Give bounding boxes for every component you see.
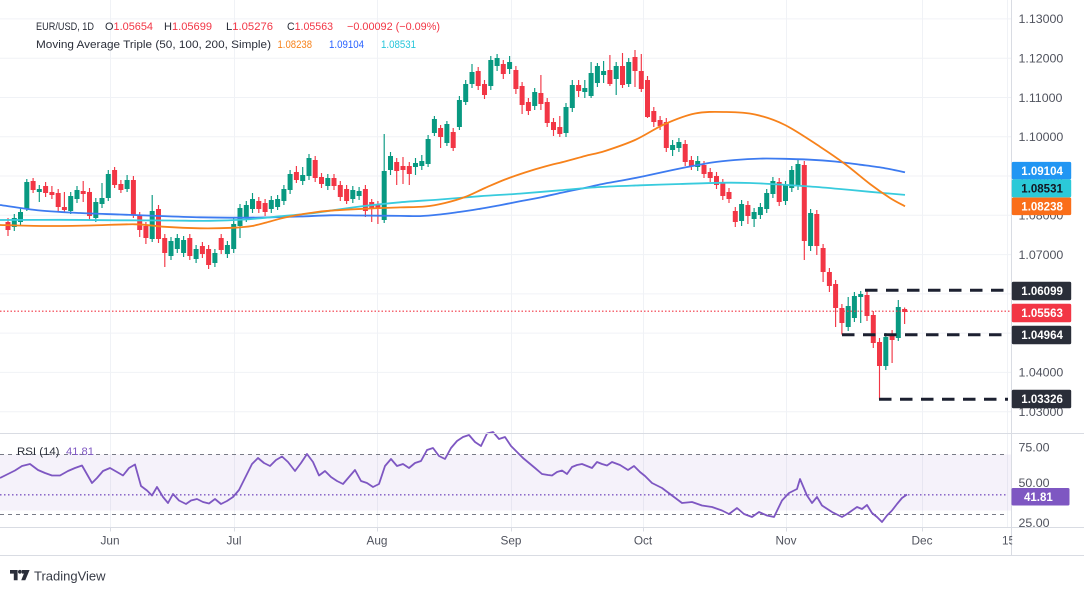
svg-text:75.00: 75.00: [1019, 440, 1050, 454]
svg-text:1.08531: 1.08531: [1021, 184, 1063, 196]
svg-text:1.10000: 1.10000: [1019, 130, 1064, 144]
svg-text:O1.05654: O1.05654: [105, 21, 153, 33]
svg-text:25.00: 25.00: [1019, 516, 1050, 530]
svg-text:EUR/USD, 1D: EUR/USD, 1D: [36, 21, 94, 33]
svg-text:1.04000: 1.04000: [1019, 366, 1064, 380]
svg-text:Sep: Sep: [501, 534, 522, 548]
svg-text:1.04964: 1.04964: [1021, 330, 1063, 342]
svg-text:1.11000: 1.11000: [1019, 91, 1063, 105]
svg-text:1.08238: 1.08238: [278, 39, 313, 51]
svg-text:−0.00092 (−0.09%): −0.00092 (−0.09%): [347, 21, 440, 33]
svg-text:Jun: Jun: [100, 534, 119, 548]
svg-text:H1.05699: H1.05699: [164, 21, 212, 33]
svg-text:Oct: Oct: [634, 534, 653, 548]
svg-text:41.81: 41.81: [1024, 492, 1053, 504]
svg-text:Aug: Aug: [367, 534, 388, 548]
svg-text:Jul: Jul: [226, 534, 241, 548]
svg-text:C1.05563: C1.05563: [287, 21, 333, 33]
svg-text:1.13000: 1.13000: [1019, 12, 1064, 26]
svg-text:Nov: Nov: [776, 534, 797, 548]
svg-text:1.12000: 1.12000: [1019, 52, 1064, 66]
svg-text:1.06099: 1.06099: [1021, 286, 1063, 298]
svg-text:TradingView: TradingView: [34, 569, 106, 584]
svg-text:1.03000: 1.03000: [1019, 405, 1064, 419]
svg-text:Moving Average Triple (50, 100: Moving Average Triple (50, 100, 200, Sim…: [36, 39, 271, 51]
svg-text:1.05563: 1.05563: [1021, 308, 1063, 320]
svg-text:15: 15: [1002, 534, 1016, 548]
svg-text:41.81: 41.81: [66, 446, 94, 458]
svg-text:RSI (14): RSI (14): [17, 446, 60, 458]
svg-text:L1.05276: L1.05276: [226, 21, 273, 33]
svg-text:1.08238: 1.08238: [1021, 202, 1063, 214]
svg-text:1.09104: 1.09104: [1021, 166, 1063, 178]
svg-text:1.07000: 1.07000: [1019, 248, 1064, 262]
svg-text:1.03326: 1.03326: [1021, 394, 1063, 406]
svg-text:50.00: 50.00: [1019, 476, 1050, 490]
svg-text:1.09104: 1.09104: [329, 39, 364, 51]
svg-text:1.08531: 1.08531: [381, 39, 416, 51]
svg-text:Dec: Dec: [912, 534, 933, 548]
